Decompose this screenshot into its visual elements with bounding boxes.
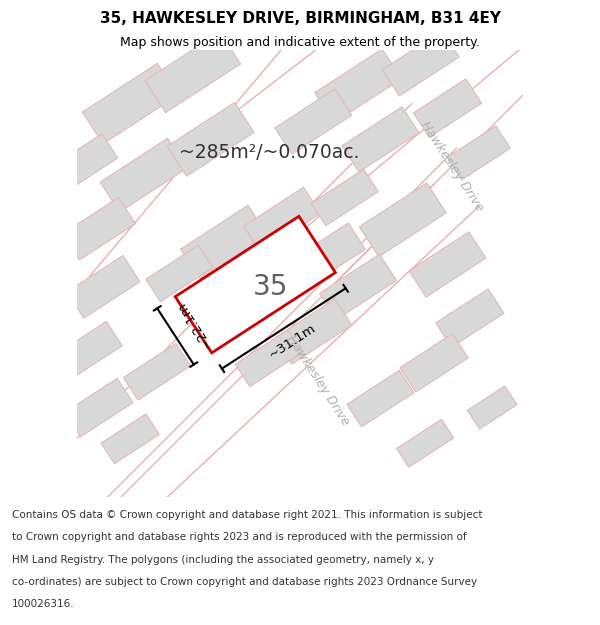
Text: Hawkesley Drive: Hawkesley Drive <box>284 333 352 428</box>
Text: Hawkesley Drive: Hawkesley Drive <box>418 119 486 214</box>
Text: ~22.1m: ~22.1m <box>174 298 214 350</box>
Polygon shape <box>447 126 511 180</box>
Text: ~31.1m: ~31.1m <box>266 321 319 362</box>
Text: ~285m²/~0.070ac.: ~285m²/~0.070ac. <box>179 143 359 162</box>
Text: 35, HAWKESLEY DRIVE, BIRMINGHAM, B31 4EY: 35, HAWKESLEY DRIVE, BIRMINGHAM, B31 4EY <box>100 11 500 26</box>
Polygon shape <box>409 232 486 297</box>
Polygon shape <box>124 344 191 400</box>
Polygon shape <box>382 31 459 96</box>
Polygon shape <box>145 32 241 112</box>
Polygon shape <box>58 321 122 378</box>
Polygon shape <box>314 49 401 122</box>
Polygon shape <box>100 138 187 212</box>
Polygon shape <box>62 198 136 260</box>
Text: 35: 35 <box>253 273 289 301</box>
Polygon shape <box>167 102 254 176</box>
Text: Map shows position and indicative extent of the property.: Map shows position and indicative extent… <box>120 36 480 49</box>
Text: Contains OS data © Crown copyright and database right 2021. This information is : Contains OS data © Crown copyright and d… <box>12 510 482 520</box>
Polygon shape <box>289 223 365 288</box>
Polygon shape <box>347 370 414 427</box>
Polygon shape <box>275 299 352 364</box>
Text: 100026316.: 100026316. <box>12 599 74 609</box>
Polygon shape <box>82 63 178 144</box>
Polygon shape <box>190 286 257 342</box>
Polygon shape <box>397 419 454 468</box>
Polygon shape <box>175 216 335 353</box>
Polygon shape <box>53 134 118 190</box>
Text: to Crown copyright and database rights 2023 and is reproduced with the permissio: to Crown copyright and database rights 2… <box>12 532 467 542</box>
Text: co-ordinates) are subject to Crown copyright and database rights 2023 Ordnance S: co-ordinates) are subject to Crown copyr… <box>12 577 477 587</box>
Polygon shape <box>101 414 160 464</box>
Polygon shape <box>244 188 320 253</box>
Polygon shape <box>436 289 504 348</box>
Polygon shape <box>146 245 213 302</box>
Polygon shape <box>311 169 378 226</box>
Polygon shape <box>235 330 302 387</box>
Polygon shape <box>400 334 468 392</box>
Polygon shape <box>359 183 446 257</box>
Polygon shape <box>413 79 482 138</box>
Polygon shape <box>67 256 140 318</box>
Polygon shape <box>181 205 268 279</box>
Polygon shape <box>320 254 397 319</box>
Polygon shape <box>342 107 419 172</box>
Polygon shape <box>467 386 517 429</box>
Text: HM Land Registry. The polygons (including the associated geometry, namely x, y: HM Land Registry. The polygons (includin… <box>12 554 434 564</box>
Polygon shape <box>275 89 352 154</box>
Polygon shape <box>65 378 133 437</box>
